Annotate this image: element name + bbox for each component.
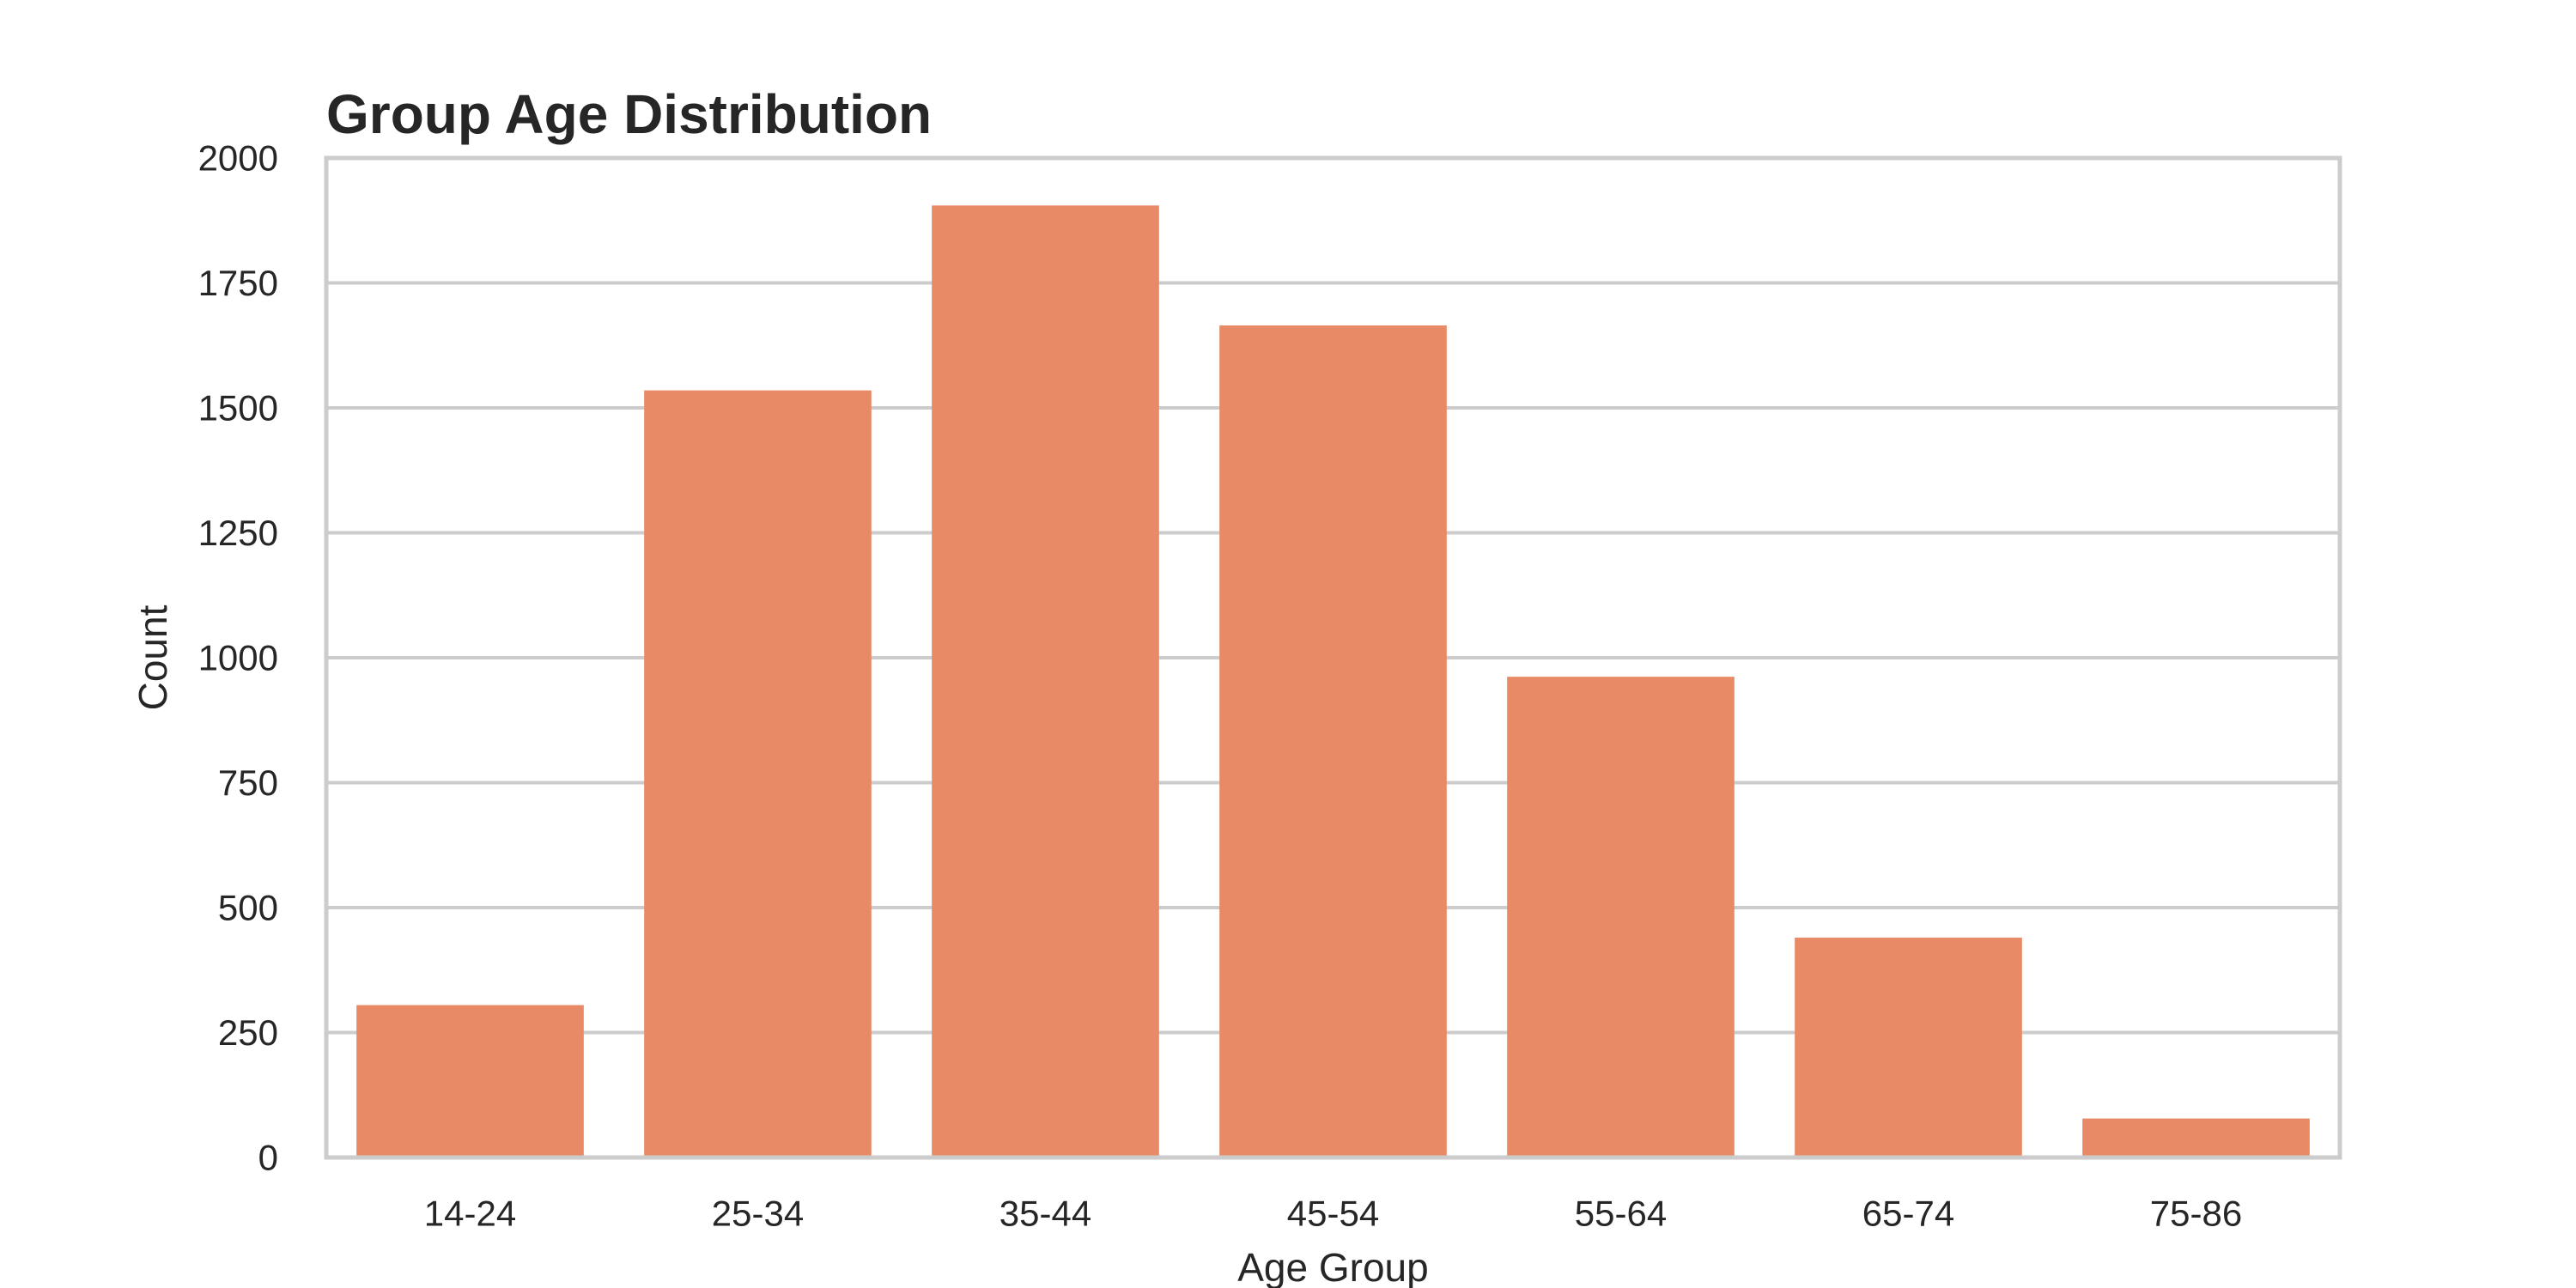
x-tick-label: 45-54 xyxy=(1287,1194,1379,1234)
x-tick-label: 65-74 xyxy=(1862,1194,1954,1234)
x-tick-label: 75-86 xyxy=(2150,1194,2242,1234)
y-tick-label: 1750 xyxy=(198,263,278,303)
y-tick-label: 1250 xyxy=(198,513,278,553)
y-tick-label: 1000 xyxy=(198,638,278,678)
y-tick-label: 2000 xyxy=(198,138,278,179)
x-tick-label: 14-24 xyxy=(424,1194,516,1234)
bar-75-86 xyxy=(2082,1118,2310,1157)
bar-65-74 xyxy=(1795,937,2022,1157)
x-tick-label: 25-34 xyxy=(712,1194,804,1234)
y-tick-label: 500 xyxy=(218,888,278,928)
bar-55-64 xyxy=(1507,677,1735,1157)
bar-45-54 xyxy=(1219,325,1447,1158)
x-tick-label: 35-44 xyxy=(999,1194,1091,1234)
y-tick-label: 250 xyxy=(218,1012,278,1053)
y-axis-label: Count xyxy=(131,605,175,710)
y-tick-label: 0 xyxy=(258,1138,278,1178)
x-axis-ticks: 14-24 25-34 35-44 45-54 55-64 65-74 75-86 xyxy=(424,1194,2242,1234)
plot-frame xyxy=(324,155,2342,1160)
x-tick-label: 55-64 xyxy=(1575,1194,1667,1234)
y-axis-ticks: 0 250 500 750 1000 1250 1500 1750 2000 xyxy=(198,138,278,1178)
chart-title: Group Age Distribution xyxy=(326,83,932,145)
bar-25-34 xyxy=(644,390,872,1157)
y-tick-label: 1500 xyxy=(198,388,278,428)
x-axis-label: Age Group xyxy=(1237,1245,1428,1288)
y-tick-label: 750 xyxy=(218,762,278,803)
bar-35-44 xyxy=(932,205,1159,1157)
bar-14-24 xyxy=(356,1005,584,1157)
bars xyxy=(356,205,2310,1158)
